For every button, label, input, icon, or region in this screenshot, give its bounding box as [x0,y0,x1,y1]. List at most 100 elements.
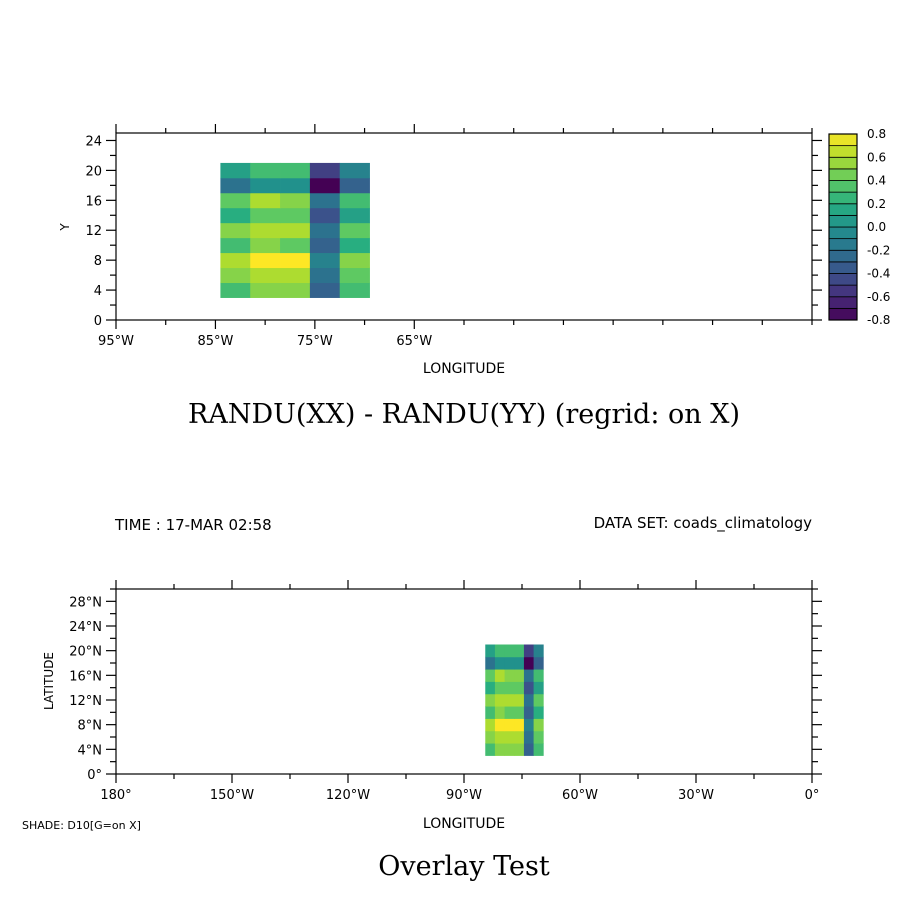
heatmap-cell [250,162,281,179]
y-tick-label: 28°N [69,595,102,610]
heatmap-cell [523,693,534,707]
heatmap-cell [514,743,525,756]
y-tick-label: 4°N [78,743,103,758]
colorbar: -0.8 -0.6 -0.4 -0.2 0.0 0.2 0.4 0.6 0.8 [828,127,890,327]
heatmap-cell [494,681,505,695]
heatmap-cell [485,743,496,756]
colorbar-tick-label: -0.4 [867,267,890,281]
x-tick-label: 30°W [678,788,714,803]
heatmap-cell [250,237,281,254]
heatmap-cell [523,644,534,658]
y-tick-label: 24 [85,134,102,149]
heatmap-cell [494,706,505,719]
heatmap-cell [220,162,251,179]
heatmap-cell [533,656,544,670]
heatmap-cell [250,252,281,269]
heatmap-cell [523,669,534,682]
top-y-tick-labels: 0 4 8 12 16 20 24 [85,134,102,329]
heatmap-cell [339,252,370,269]
colorbar-frame [828,133,858,321]
heatmap-cell [494,669,505,682]
heatmap-cell [220,237,251,254]
x-tick-label: 85°W [197,334,233,349]
colorbar-tick-label: 0.4 [867,174,886,188]
bottom-chart: 180° 150°W 120°W 90°W 60°W 30°W 0° 0° 4°N 8°N 12°… [22,580,822,882]
y-tick-label: 20°N [69,645,102,660]
heatmap-cell [514,656,525,670]
heatmap-cell [339,267,370,283]
y-tick-label: 0 [94,314,102,329]
colorbar-band [828,214,858,228]
heatmap-cell [220,177,251,194]
heatmap-cell [514,706,525,719]
heatmap-cell [250,267,281,283]
heatmap-cell [280,267,311,283]
top-chart: 95°W 85°W 75°W 65°W 0 4 8 12 16 20 24 LONGITUDE Y… [58,124,890,430]
bottom-x-tick-labels: 180° 150°W 120°W 90°W 60°W 30°W 0° [100,788,819,803]
heatmap-cell [220,222,251,239]
heatmap-cell [309,162,341,179]
heatmap-cell [250,192,281,209]
heatmap-cell [309,177,341,194]
heatmap-cell [339,192,370,209]
heatmap-cell [485,718,496,732]
colorbar-band [828,238,858,251]
heatmap-cell [339,282,370,298]
heatmap-cell [250,222,281,239]
heatmap-cell [504,681,515,695]
heatmap-cell [494,693,505,707]
heatmap-cell [514,693,525,707]
shade-label: SHADE: D10[G=on X] [22,819,141,832]
heatmap-cell [309,192,341,209]
time-label: TIME : 17-MAR 02:58 [114,516,272,534]
y-tick-label: 16°N [69,669,102,684]
x-tick-label: 120°W [326,788,370,803]
top-x-tick-labels: 95°W 85°W 75°W 65°W [98,334,432,349]
heatmap-cell [280,222,311,239]
top-y-axis-label: Y [58,223,72,232]
bottom-heatmap-cells [485,644,544,756]
colorbar-band [828,133,858,147]
heatmap-cell [504,730,515,744]
heatmap-cell [504,706,515,719]
bottom-plot-frame [115,588,813,775]
heatmap-cell [250,282,281,298]
heatmap-cell [485,669,496,682]
heatmap-cell [533,706,544,719]
heatmap-cell [280,207,311,224]
heatmap-cell [280,282,311,298]
x-tick-label: 60°W [562,788,598,803]
heatmap-cell [280,192,311,209]
y-tick-label: 12°N [69,694,102,709]
heatmap-cell [494,644,505,658]
heatmap-cell [523,706,534,719]
top-axis-ticks [106,124,822,329]
heatmap-cell [504,644,515,658]
heatmap-cell [494,730,505,744]
colorbar-band [828,249,858,263]
heatmap-cell [504,669,515,682]
colorbar-band [828,273,858,286]
heatmap-cell [494,718,505,732]
colorbar-band [828,145,858,158]
heatmap-cell [523,656,534,670]
heatmap-cell [309,237,341,254]
x-tick-label: 180° [100,788,131,803]
bottom-chart-title: Overlay Test [378,851,550,882]
heatmap-cell [533,730,544,744]
heatmap-cell [533,743,544,756]
heatmap-cell [339,207,370,224]
heatmap-cell [523,681,534,695]
heatmap-cell [339,177,370,194]
x-tick-label: 95°W [98,334,134,349]
bottom-axis-ticks [106,580,822,783]
colorbar-band [828,168,858,181]
colorbar-tick-label: -0.2 [867,243,890,257]
colorbar-band [828,156,858,170]
y-tick-label: 0° [87,768,102,783]
colorbar-tick-label: 0.8 [867,127,886,141]
heatmap-cell [339,162,370,179]
heatmap-cell [220,207,251,224]
y-tick-label: 8°N [78,719,103,734]
